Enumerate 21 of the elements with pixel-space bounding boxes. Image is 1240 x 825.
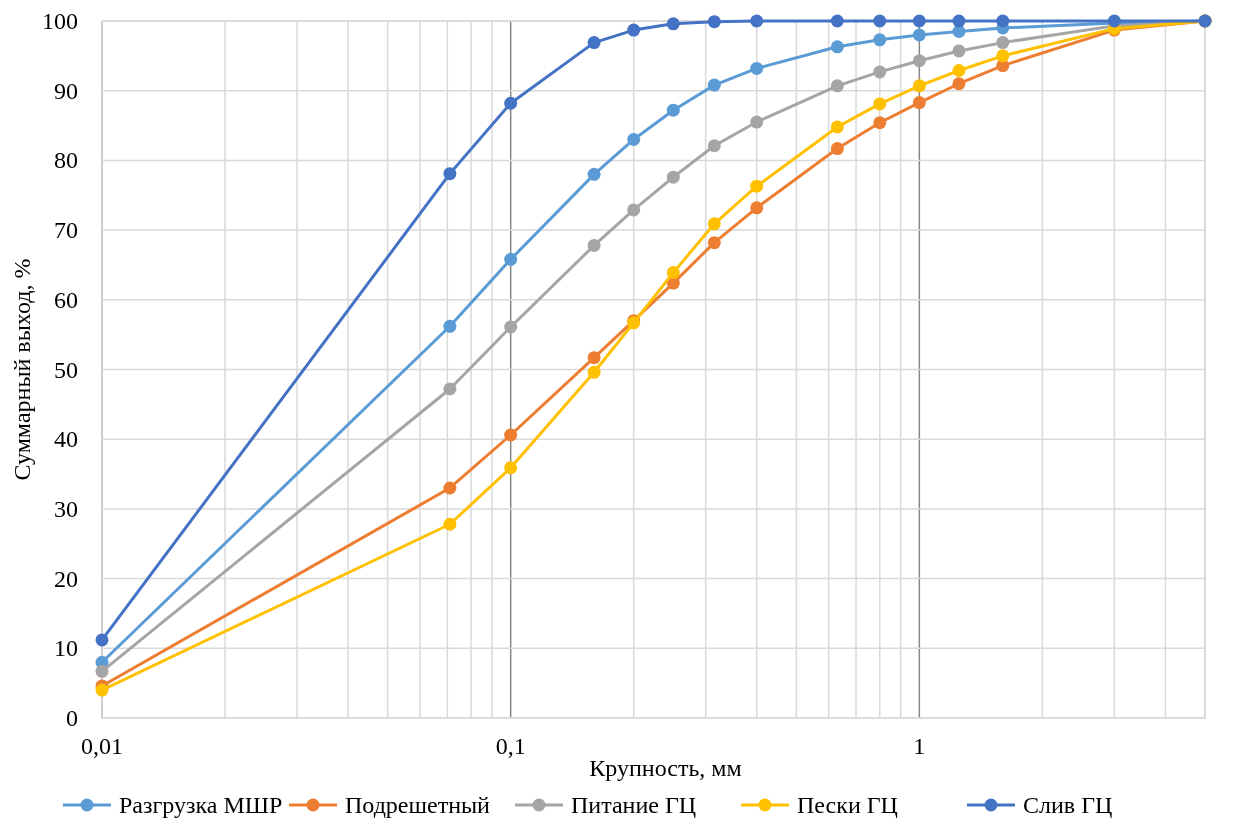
y-tick-label: 100 (42, 8, 78, 34)
y-tick-label: 70 (54, 217, 78, 244)
y-tick-label: 30 (54, 495, 78, 522)
y-tick-label: 90 (54, 77, 78, 104)
y-tick-label: 0 (66, 705, 78, 731)
x-tick-label: 0,01 (81, 733, 123, 759)
x-tick-label: 0,1 (495, 733, 526, 759)
x-tick-label: 1 (913, 733, 926, 759)
y-tick-label: 40 (54, 426, 78, 453)
legend-label: Питание ГЦ (571, 792, 697, 818)
x-axis-title: Крупность, мм (589, 755, 742, 781)
legend-label: Разгрузка МШР (119, 792, 283, 818)
y-tick-label: 80 (54, 147, 78, 174)
legend-label: Подрешетный (345, 792, 491, 818)
y-tick-label: 10 (54, 635, 78, 662)
legend-label: Слив ГЦ (1023, 792, 1113, 818)
y-tick-label: 60 (54, 286, 78, 313)
y-tick-label: 20 (54, 565, 78, 592)
legend-label: Пески ГЦ (797, 792, 898, 818)
y-axis-title: Суммарный выход, % (9, 258, 35, 481)
y-tick-label: 50 (54, 356, 78, 383)
